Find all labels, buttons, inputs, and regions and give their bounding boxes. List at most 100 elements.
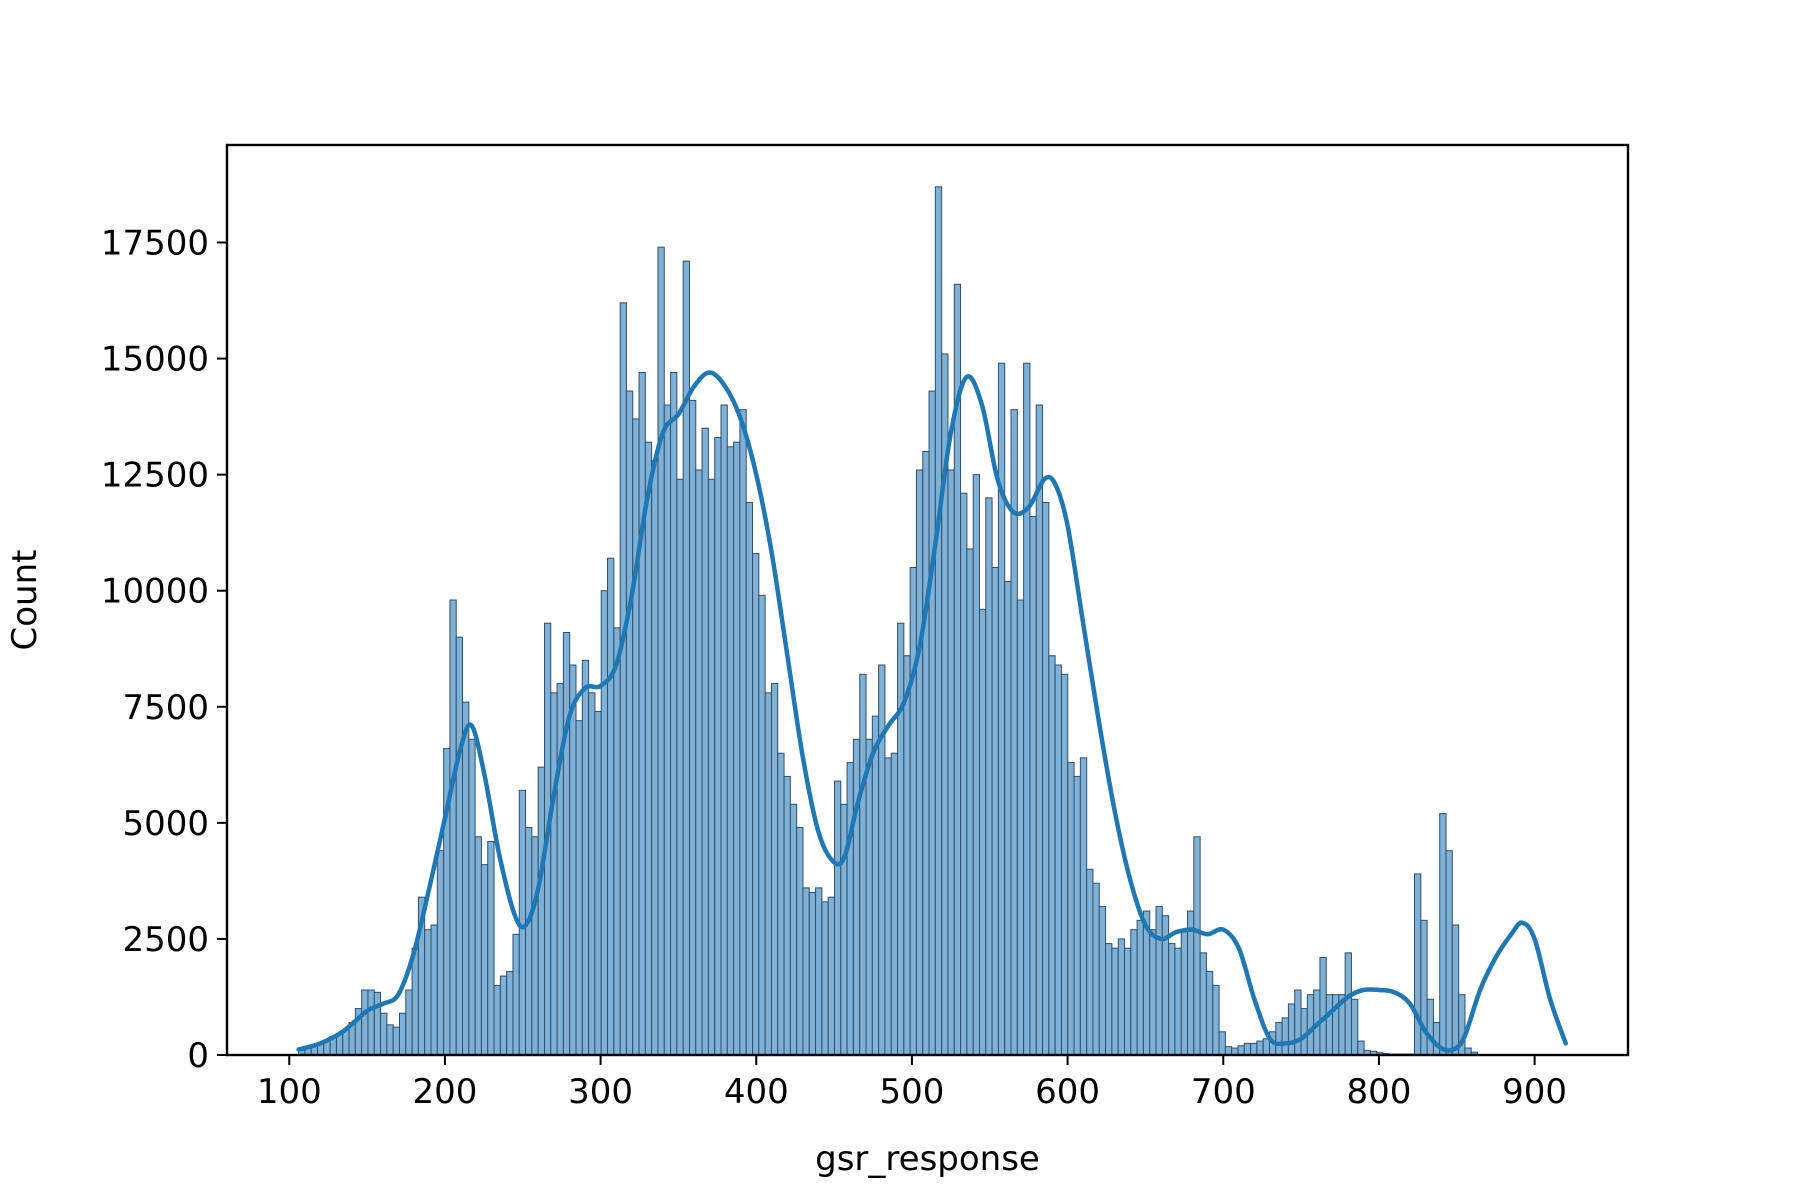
histogram-bar bbox=[1086, 868, 1094, 1056]
histogram-bar bbox=[1035, 404, 1044, 1056]
histogram-bar bbox=[947, 469, 955, 1056]
histogram-bar bbox=[1029, 515, 1037, 1056]
histogram-bar bbox=[651, 460, 659, 1056]
histogram-bar bbox=[985, 497, 993, 1056]
histogram-bar bbox=[833, 780, 842, 1056]
histogram-bar bbox=[1111, 947, 1119, 1056]
histogram-bar bbox=[1136, 919, 1144, 1056]
histogram-bar bbox=[613, 627, 621, 1056]
histogram-bar bbox=[1155, 905, 1163, 1056]
histogram-bar bbox=[493, 984, 501, 1056]
histogram-bar bbox=[884, 757, 892, 1056]
histogram-bar bbox=[1275, 1022, 1283, 1056]
histogram-bar bbox=[1067, 762, 1075, 1056]
histogram-bar bbox=[411, 947, 419, 1056]
histogram-bar bbox=[802, 887, 810, 1056]
histogram-bar bbox=[726, 446, 735, 1056]
histogram-bar bbox=[701, 427, 709, 1056]
histogram-bar bbox=[764, 692, 772, 1056]
histogram-bar bbox=[783, 775, 791, 1056]
y-tick-label: 17500 bbox=[101, 224, 209, 264]
histogram-bar bbox=[392, 1026, 400, 1056]
histogram-bar bbox=[897, 622, 905, 1056]
plot-frame bbox=[225, 143, 1630, 1057]
histogram-bar bbox=[430, 924, 438, 1056]
histogram-bar bbox=[1010, 409, 1018, 1056]
histogram-bar bbox=[1060, 673, 1069, 1056]
histogram-bar bbox=[707, 478, 716, 1056]
histogram-bar bbox=[1451, 924, 1460, 1056]
histogram-bar bbox=[966, 548, 974, 1056]
histogram-bar bbox=[1174, 947, 1182, 1056]
histogram-bar bbox=[625, 390, 634, 1056]
histogram-bar bbox=[1445, 850, 1453, 1056]
y-axis-ticks: 0 2500 5000 7500 10000 12500 15000 17500 bbox=[101, 224, 227, 1076]
histogram-bar bbox=[1149, 929, 1157, 1056]
histogram-bar bbox=[1325, 994, 1334, 1056]
histogram-bar bbox=[915, 469, 924, 1056]
histogram-bar bbox=[670, 372, 678, 1056]
histogram-bar bbox=[569, 664, 577, 1056]
histogram-bar bbox=[600, 590, 609, 1056]
histogram-bar bbox=[1023, 362, 1031, 1056]
x-tick-label: 200 bbox=[412, 1072, 477, 1112]
x-tick-label: 900 bbox=[1502, 1072, 1567, 1112]
histogram-bar bbox=[1168, 943, 1176, 1056]
histogram-bar bbox=[581, 659, 590, 1056]
histogram-bar bbox=[852, 738, 861, 1056]
histogram-bar bbox=[468, 738, 476, 1056]
histogram-bar bbox=[752, 553, 760, 1056]
histogram-bar bbox=[676, 478, 684, 1056]
histogram-bar bbox=[1281, 1017, 1289, 1056]
histogram-bar bbox=[878, 664, 886, 1056]
histogram-bar bbox=[758, 594, 766, 1056]
x-axis-ticks: 100 200 300 400 500 600 700 800 900 bbox=[257, 1055, 1567, 1112]
histogram-bar bbox=[972, 474, 980, 1056]
histogram-bar bbox=[550, 692, 558, 1056]
histogram-bar bbox=[1117, 938, 1125, 1056]
histogram-bar bbox=[1073, 775, 1081, 1056]
histogram-bar bbox=[714, 437, 722, 1056]
x-axis-label: gsr_response bbox=[815, 1139, 1040, 1179]
histogram-bar bbox=[688, 399, 697, 1056]
histogram-bar bbox=[1287, 1003, 1296, 1056]
x-tick-label: 300 bbox=[568, 1072, 633, 1112]
histogram-bar bbox=[928, 390, 936, 1056]
histogram-bar bbox=[1344, 952, 1352, 1056]
histogram-bar bbox=[1262, 1038, 1270, 1056]
histogram-bar bbox=[1218, 1031, 1226, 1056]
histogram-bar bbox=[859, 673, 867, 1056]
histogram-bar bbox=[1350, 998, 1359, 1056]
histogram-bar bbox=[424, 929, 432, 1056]
histogram-bar bbox=[871, 715, 880, 1056]
kde-curve bbox=[296, 370, 1568, 1053]
histogram-bar bbox=[480, 864, 489, 1056]
histogram-bar bbox=[1092, 882, 1100, 1056]
y-tick-label: 15000 bbox=[101, 340, 209, 380]
histogram-bar bbox=[1042, 502, 1050, 1056]
histogram-bar bbox=[1048, 655, 1056, 1056]
histogram-bar bbox=[865, 738, 873, 1056]
histogram-bar bbox=[506, 970, 514, 1056]
histogram-bar bbox=[720, 404, 728, 1056]
histogram-bar bbox=[808, 892, 817, 1056]
histogram-bar bbox=[827, 896, 835, 1056]
histogram-bar bbox=[1180, 929, 1189, 1056]
histogram-bar bbox=[1256, 1040, 1264, 1056]
histogram-bar bbox=[840, 803, 848, 1056]
y-tick-label: 2500 bbox=[122, 920, 209, 960]
histogram-bar bbox=[890, 752, 899, 1056]
histogram-bar bbox=[657, 246, 665, 1056]
histogram-bar bbox=[903, 655, 911, 1056]
x-tick-label: 100 bbox=[257, 1072, 322, 1112]
histogram-bar bbox=[1414, 873, 1422, 1056]
histogram-bar bbox=[1123, 947, 1132, 1056]
histogram-bar bbox=[1432, 1022, 1441, 1056]
x-tick-label: 400 bbox=[724, 1072, 789, 1112]
histogram-bar bbox=[361, 989, 369, 1056]
histogram-bar bbox=[1212, 984, 1220, 1056]
histogram-bar bbox=[499, 975, 508, 1056]
histogram-bar bbox=[739, 409, 747, 1056]
histogram-bar bbox=[978, 608, 987, 1056]
